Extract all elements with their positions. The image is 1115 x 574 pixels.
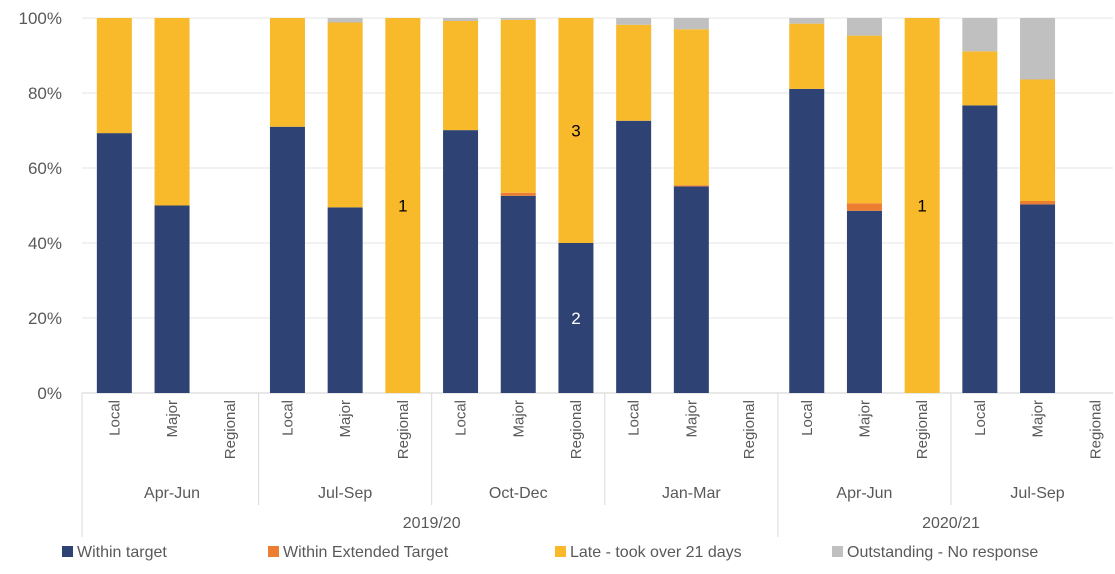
x-quarter-label: Oct-Dec [489, 485, 548, 502]
data-label: 1 [917, 197, 926, 216]
bar-segment [846, 35, 882, 204]
x-quarter-label: Apr-Jun [836, 485, 892, 502]
bar-segment [96, 133, 132, 393]
x-category-label: Regional [741, 400, 758, 459]
bar-segment [558, 243, 594, 393]
bar-segment [789, 88, 825, 393]
data-label: 1 [398, 197, 407, 216]
x-quarter-label: Jul-Sep [318, 485, 372, 502]
x-quarter-label: Jul-Sep [1010, 485, 1064, 502]
bar-segment [558, 18, 594, 243]
y-tick-label: 0% [37, 384, 62, 403]
legend-label: Late - took over 21 days [570, 544, 742, 561]
bar-segment [673, 186, 709, 393]
bar-segment [673, 185, 709, 187]
y-tick-label: 80% [28, 84, 62, 103]
x-quarter-label: Apr-Jun [144, 485, 200, 502]
bar-segment [789, 23, 825, 89]
bar-segment [1020, 204, 1056, 393]
legend-swatch [832, 546, 843, 557]
legend-swatch [62, 546, 73, 557]
bar-segment [962, 51, 998, 106]
y-tick-label: 20% [28, 309, 62, 328]
x-category-label: Major [510, 400, 527, 438]
x-category-label: Local [106, 400, 123, 436]
bar-segment [500, 192, 536, 196]
x-year-label: 2020/21 [922, 515, 980, 532]
y-tick-label: 100% [19, 9, 62, 28]
bar-segment [500, 18, 536, 20]
legend-label: Within target [77, 544, 167, 561]
legend-label: Outstanding - No response [847, 544, 1038, 561]
bar-segment [1020, 79, 1056, 201]
y-tick-label: 40% [28, 234, 62, 253]
axes: 0% 20% 40% 60% 80% 100% Local Major Regional Loca… [19, 9, 1104, 537]
x-category-label: Regional [222, 400, 239, 459]
bar-segment [385, 18, 421, 393]
bar-segment [846, 210, 882, 393]
legend-swatch [268, 546, 279, 557]
bar-segment [846, 203, 882, 211]
bar-segment [443, 18, 479, 21]
x-category-label: Regional [1087, 400, 1104, 459]
gridlines [82, 17, 1113, 394]
bar-segment [1020, 18, 1056, 80]
x-category-label: Local [279, 400, 296, 436]
bar-segment [327, 22, 363, 208]
x-category-label: Major [337, 400, 354, 438]
bar-segment [1020, 201, 1056, 205]
x-category-label: Regional [914, 400, 931, 459]
x-category-label: Major [856, 400, 873, 438]
x-category-label: Regional [395, 400, 412, 459]
x-quarter-label: Jan-Mar [662, 485, 721, 502]
x-category-label: Major [1030, 400, 1047, 438]
bar-segment [500, 195, 536, 393]
bar-segment [96, 18, 132, 134]
bar-segment [846, 18, 882, 36]
x-category-label: Major [683, 400, 700, 438]
legend: Within target Within Extended Target Late … [62, 544, 1038, 561]
data-label: 2 [571, 309, 580, 328]
bar-segment [962, 105, 998, 393]
bar-segment [673, 18, 709, 30]
x-category-label: Major [164, 400, 181, 438]
x-category-label: Local [626, 400, 643, 436]
x-category-label: Local [972, 400, 989, 436]
bar-segment [904, 18, 940, 393]
bar-segment [616, 18, 652, 25]
bar-segment [789, 18, 825, 24]
bar-segment [154, 205, 190, 393]
bar-segment [443, 21, 479, 131]
data-label: 3 [571, 122, 580, 141]
bar-segment [269, 18, 305, 127]
y-tick-label: 60% [28, 159, 62, 178]
bar-segment [616, 120, 652, 393]
bar-segment [500, 19, 536, 193]
x-category-label: Regional [568, 400, 585, 459]
bar-segment [154, 18, 190, 206]
bar-segment [327, 18, 363, 23]
bar-segment [962, 18, 998, 52]
x-category-label: Local [453, 400, 470, 436]
bar-segment [443, 130, 479, 393]
bar-segment [327, 207, 363, 393]
x-year-label: 2019/20 [403, 515, 461, 532]
legend-swatch [555, 546, 566, 557]
bar-segment [616, 24, 652, 121]
bars: 1 2 3 1 [96, 18, 1056, 393]
bar-segment [673, 29, 709, 186]
x-category-label: Local [799, 400, 816, 436]
bar-segment [269, 126, 305, 393]
legend-label: Within Extended Target [283, 544, 449, 561]
